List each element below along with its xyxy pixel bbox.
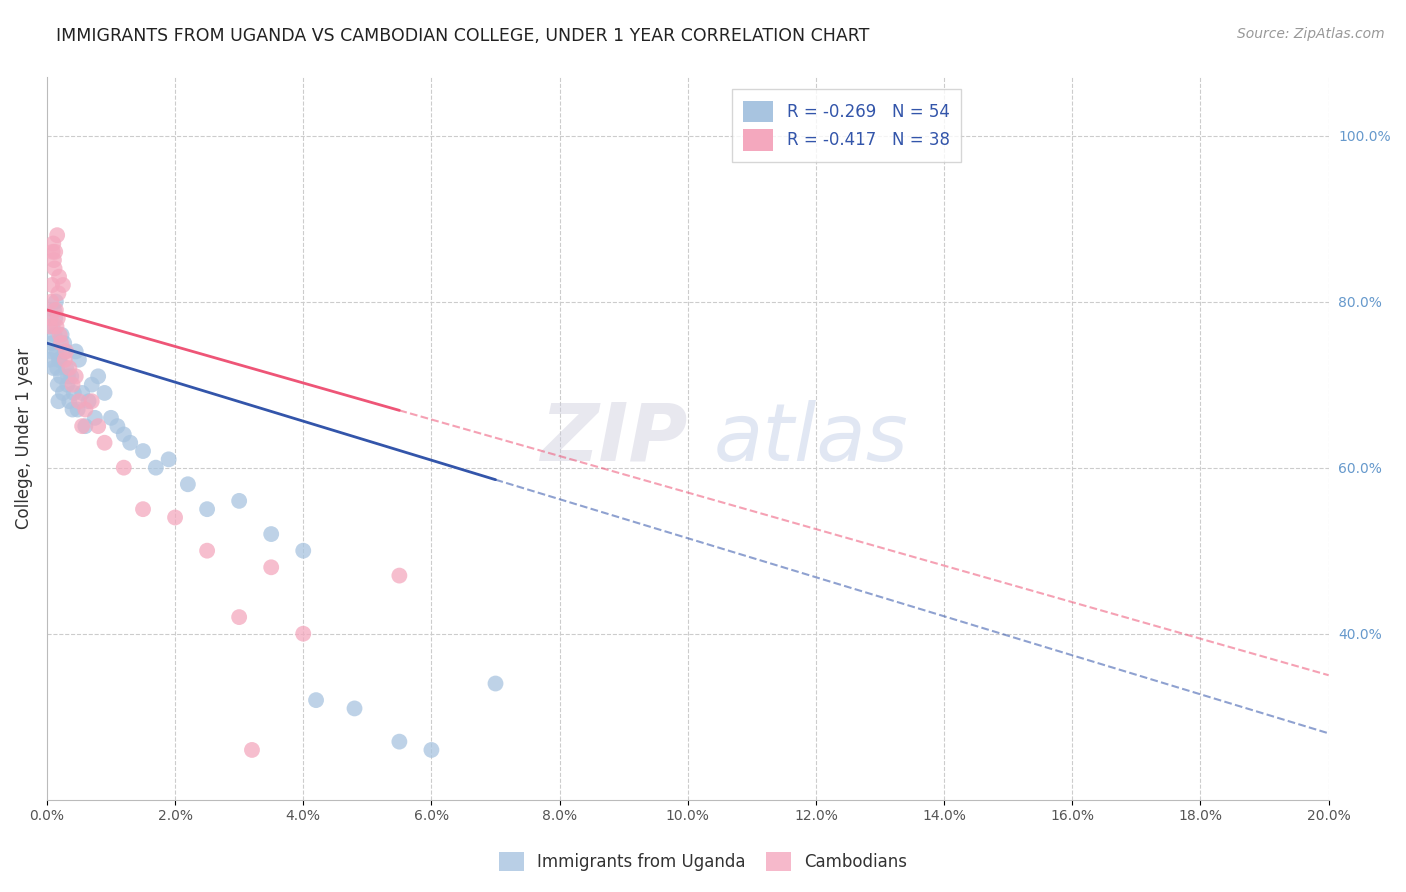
- Point: [195, 502, 218, 516]
- Point: [46, 377, 69, 392]
- Point: [195, 543, 218, 558]
- Point: [228, 494, 250, 508]
- Point: [100, 410, 122, 425]
- Point: [165, 510, 187, 524]
- Text: atlas: atlas: [713, 400, 908, 477]
- Point: [62, 377, 84, 392]
- Point: [41, 294, 63, 309]
- Point: [66, 402, 89, 417]
- Point: [44, 244, 66, 259]
- Legend: R = -0.269   N = 54, R = -0.417   N = 38: R = -0.269 N = 54, R = -0.417 N = 38: [731, 89, 962, 162]
- Point: [56, 377, 79, 392]
- Point: [132, 444, 155, 458]
- Point: [41, 319, 63, 334]
- Point: [41, 244, 63, 259]
- Point: [44, 311, 66, 326]
- Point: [48, 269, 70, 284]
- Point: [343, 701, 366, 715]
- Point: [67, 352, 90, 367]
- Point: [45, 319, 67, 334]
- Point: [46, 228, 69, 243]
- Point: [80, 377, 103, 392]
- Point: [51, 327, 73, 342]
- Point: [49, 369, 72, 384]
- Point: [420, 743, 443, 757]
- Point: [42, 253, 65, 268]
- Point: [46, 311, 69, 326]
- Point: [388, 734, 411, 748]
- Point: [145, 460, 167, 475]
- Point: [39, 311, 62, 326]
- Point: [62, 402, 84, 417]
- Point: [120, 435, 142, 450]
- Text: Source: ZipAtlas.com: Source: ZipAtlas.com: [1237, 27, 1385, 41]
- Point: [305, 693, 328, 707]
- Legend: Immigrants from Uganda, Cambodians: Immigrants from Uganda, Cambodians: [491, 843, 915, 880]
- Point: [46, 361, 69, 376]
- Y-axis label: College, Under 1 year: College, Under 1 year: [15, 348, 32, 529]
- Point: [58, 394, 80, 409]
- Point: [52, 386, 75, 401]
- Point: [53, 344, 76, 359]
- Point: [228, 610, 250, 624]
- Point: [240, 743, 263, 757]
- Point: [48, 327, 70, 342]
- Point: [65, 344, 87, 359]
- Point: [132, 502, 155, 516]
- Point: [39, 352, 62, 367]
- Point: [105, 419, 128, 434]
- Text: IMMIGRANTS FROM UGANDA VS CAMBODIAN COLLEGE, UNDER 1 YEAR CORRELATION CHART: IMMIGRANTS FROM UGANDA VS CAMBODIAN COLL…: [56, 27, 870, 45]
- Point: [87, 369, 110, 384]
- Point: [42, 236, 65, 251]
- Point: [39, 319, 62, 334]
- Point: [157, 452, 180, 467]
- Point: [48, 394, 70, 409]
- Point: [45, 344, 67, 359]
- Point: [44, 261, 66, 276]
- Point: [49, 336, 72, 351]
- Point: [41, 344, 63, 359]
- Point: [93, 435, 115, 450]
- Point: [53, 336, 76, 351]
- Point: [55, 344, 77, 359]
- Point: [53, 352, 76, 367]
- Point: [177, 477, 200, 491]
- Point: [388, 568, 411, 582]
- Point: [112, 460, 135, 475]
- Point: [292, 543, 315, 558]
- Point: [41, 278, 63, 293]
- Point: [52, 278, 75, 293]
- Point: [112, 427, 135, 442]
- Point: [80, 394, 103, 409]
- Point: [93, 386, 115, 401]
- Point: [48, 352, 70, 367]
- Point: [75, 419, 97, 434]
- Point: [67, 394, 90, 409]
- Point: [84, 410, 107, 425]
- Point: [70, 386, 93, 401]
- Point: [44, 327, 66, 342]
- Point: [484, 676, 506, 690]
- Point: [48, 352, 70, 367]
- Point: [260, 560, 283, 574]
- Point: [45, 302, 67, 317]
- Text: ZIP: ZIP: [540, 400, 688, 477]
- Point: [60, 369, 83, 384]
- Point: [42, 361, 65, 376]
- Point: [41, 336, 63, 351]
- Point: [77, 394, 100, 409]
- Point: [55, 361, 77, 376]
- Point: [260, 527, 283, 541]
- Point: [70, 419, 93, 434]
- Point: [292, 626, 315, 640]
- Point: [65, 369, 87, 384]
- Point: [87, 419, 110, 434]
- Point: [48, 286, 70, 301]
- Point: [62, 386, 84, 401]
- Point: [56, 369, 79, 384]
- Point: [42, 302, 65, 317]
- Point: [75, 402, 97, 417]
- Point: [58, 361, 80, 376]
- Point: [45, 294, 67, 309]
